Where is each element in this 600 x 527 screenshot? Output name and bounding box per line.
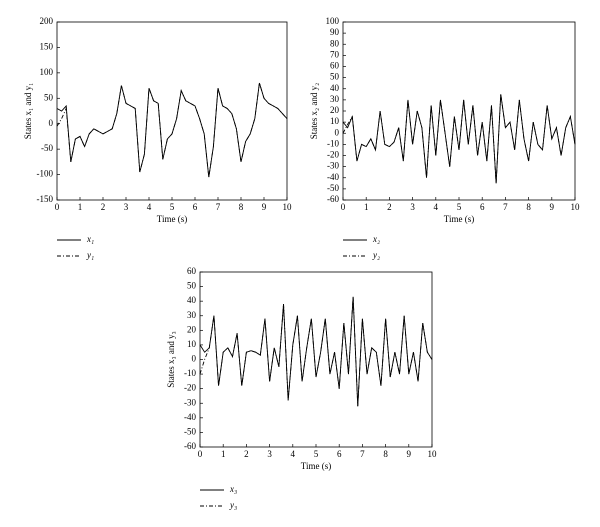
x-tick-label: 5 [314,449,319,459]
y-tick-label: -100 [37,169,54,179]
series-line [199,296,433,407]
y-tick-label: 60 [330,61,340,71]
plot-frame [199,271,433,448]
y-tick-label: 70 [330,49,340,59]
x-axis-label: Time (s) [157,214,187,224]
y-tick-label: -20 [327,150,339,160]
x-tick-label: 4 [291,449,296,459]
y-tick-label: -60 [327,194,339,204]
y-tick-label: -30 [184,397,196,407]
x-tick-label: 10 [571,202,581,212]
legend-label: y₁ [86,250,94,260]
x-tick-label: 10 [428,449,438,459]
y-tick-label: 50 [44,92,54,102]
x-tick-label: 6 [193,202,198,212]
y-tick-label: -50 [327,183,339,193]
y-tick-label: -60 [184,441,196,451]
x-tick-label: 8 [383,449,388,459]
x-tick-label: 3 [410,202,415,212]
y-tick-label: -40 [184,412,196,422]
y-tick-label: 30 [330,94,340,104]
legend-label: y₃ [229,500,237,510]
series-line [342,94,576,184]
y-tick-label: 60 [187,266,197,276]
y-tick-label: 40 [330,83,340,93]
x-tick-label: 1 [364,202,369,212]
y-tick-label: 40 [187,295,197,305]
y-tick-label: 0 [335,127,340,137]
y-tick-label: 0 [192,354,197,364]
legend-label: x₃ [229,484,237,494]
y-tick-label: 50 [330,72,340,82]
y-tick-label: -50 [184,426,196,436]
x-tick-label: 2 [387,202,392,212]
x-tick-label: 0 [55,202,60,212]
x-axis-label: Time (s) [301,461,331,471]
y-tick-label: 20 [330,105,340,115]
x-tick-label: 2 [244,449,249,459]
y-tick-label: -40 [327,172,339,182]
y-tick-label: 200 [40,16,54,26]
y-axis-label: States x₁ and y₁ [23,83,33,140]
y-tick-label: -30 [327,161,339,171]
y-axis-label: States x₂ and y₂ [309,83,319,140]
x-tick-label: 1 [221,449,226,459]
y-tick-label: 100 [326,16,340,26]
x-tick-label: 7 [503,202,508,212]
x-tick-label: 9 [262,202,267,212]
y-tick-label: 30 [187,310,197,320]
series-line [56,82,288,178]
legend-label: y₂ [372,250,380,260]
y-tick-label: 10 [187,339,197,349]
x-tick-label: 3 [124,202,129,212]
y-tick-label: 0 [49,118,54,128]
plot-frame [342,21,576,201]
x-tick-label: 0 [341,202,346,212]
x-tick-label: 2 [101,202,106,212]
x-tick-label: 3 [267,449,272,459]
y-tick-label: -10 [184,368,196,378]
x-tick-label: 5 [457,202,462,212]
y-axis-label: States x₃ and y₃ [166,331,176,388]
x-tick-label: 9 [407,449,412,459]
y-tick-label: 100 [40,67,54,77]
series-line [199,296,433,407]
plot-frame [56,21,288,201]
legend-label: x₁ [86,234,94,244]
series-line [342,94,576,184]
x-tick-label: 6 [480,202,485,212]
y-tick-label: 50 [187,281,197,291]
x-tick-label: 4 [434,202,439,212]
y-tick-label: 10 [330,116,340,126]
x-tick-label: 10 [283,202,293,212]
y-tick-label: -20 [184,383,196,393]
y-tick-label: 20 [187,324,197,334]
y-tick-label: -10 [327,138,339,148]
x-axis-label: Time (s) [444,214,474,224]
x-tick-label: 1 [78,202,83,212]
y-tick-label: -50 [41,143,53,153]
y-tick-label: 80 [330,38,340,48]
y-tick-label: -150 [37,194,54,204]
x-tick-label: 9 [550,202,555,212]
series-line [56,82,288,178]
x-tick-label: 7 [216,202,221,212]
x-tick-label: 5 [170,202,175,212]
legend-label: x₂ [372,234,380,244]
x-tick-label: 6 [337,449,342,459]
y-tick-label: 90 [330,27,340,37]
x-tick-label: 8 [526,202,531,212]
y-tick-label: 150 [40,41,54,51]
x-tick-label: 0 [198,449,203,459]
x-tick-label: 8 [239,202,244,212]
x-tick-label: 4 [147,202,152,212]
x-tick-label: 7 [360,449,365,459]
